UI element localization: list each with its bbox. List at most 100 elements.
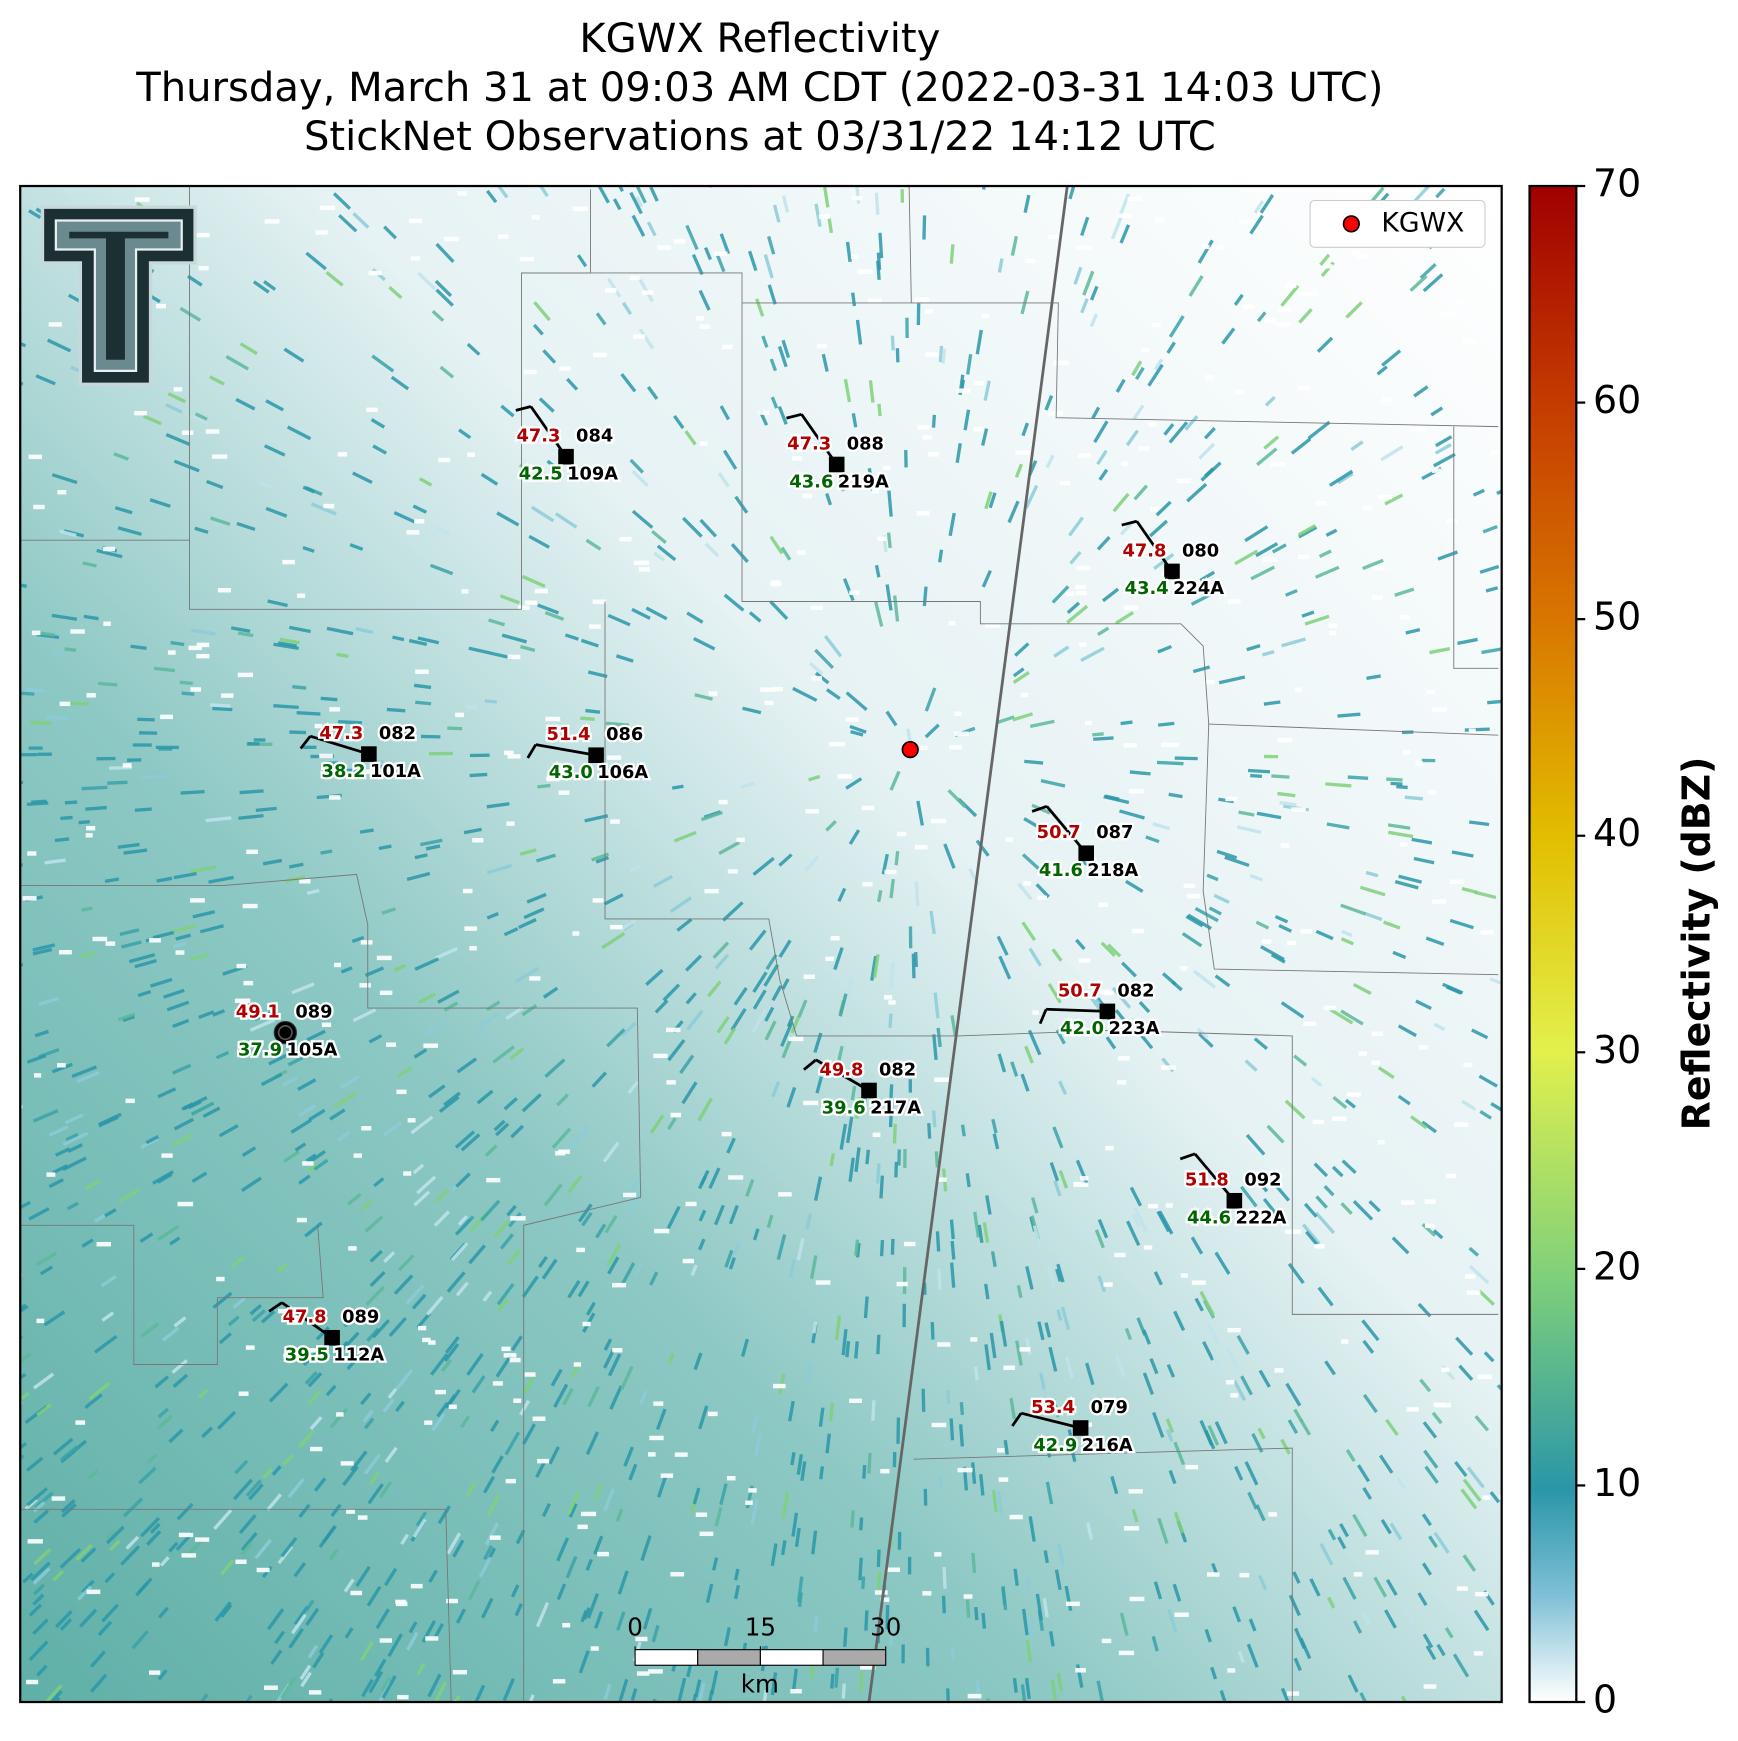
echo [387, 1387, 398, 1399]
echo [97, 681, 118, 687]
echo [45, 1684, 63, 1703]
echo [28, 209, 42, 220]
echo [1155, 500, 1172, 517]
echo-gap [366, 407, 378, 413]
echo [1185, 914, 1204, 928]
echo [1259, 193, 1275, 214]
echo [294, 1142, 307, 1152]
echo [492, 1045, 515, 1064]
station-id: 112A [333, 1345, 384, 1366]
echo [715, 253, 726, 273]
echo [286, 425, 312, 441]
echo [975, 329, 983, 355]
echo [289, 625, 311, 634]
echo-gap [803, 1100, 819, 1106]
echo [32, 1567, 51, 1585]
echo [1044, 395, 1054, 411]
echo [1304, 614, 1330, 626]
echo [1425, 1645, 1437, 1661]
echo [935, 1231, 941, 1252]
echo [1292, 1571, 1301, 1584]
echo [1207, 1424, 1220, 1446]
echo-gap [649, 1435, 664, 1441]
echo [290, 1613, 307, 1635]
echo-gap [922, 435, 932, 440]
echo-gap [415, 669, 429, 674]
wind-direction: 088 [847, 433, 884, 454]
echo [1165, 1428, 1174, 1443]
echo [332, 192, 352, 210]
echo [541, 1502, 551, 1517]
echo [437, 1505, 451, 1525]
echo [694, 693, 713, 701]
echo [170, 640, 185, 647]
echo-gap [455, 712, 464, 718]
echo-gap [1297, 291, 1310, 297]
echo [484, 699, 498, 704]
echo [586, 1593, 599, 1619]
echo [777, 345, 788, 368]
echo [616, 1611, 626, 1631]
echo [1256, 311, 1267, 323]
temperature: 49.8 [819, 1059, 863, 1080]
echo [240, 1531, 258, 1551]
echo [714, 1204, 725, 1226]
colorbar-label: Reflectivity (dBZ) [1674, 757, 1718, 1131]
echo-gap [198, 265, 209, 271]
echo [1369, 186, 1385, 204]
echo-gap [462, 888, 473, 894]
echo-gap [973, 426, 984, 432]
echo [519, 848, 537, 856]
echo [1473, 1609, 1490, 1632]
echo [829, 1153, 836, 1167]
echo-gap [310, 1446, 323, 1452]
echo [1253, 200, 1265, 214]
echo [859, 1517, 864, 1531]
echo [1199, 570, 1216, 582]
echo-gap [1328, 623, 1338, 628]
echo-gap [1132, 928, 1145, 934]
echo [406, 871, 431, 882]
echo [1234, 1465, 1244, 1481]
echo [606, 277, 622, 298]
echo [299, 1664, 312, 1681]
echo-gap [1148, 1203, 1159, 1209]
echo [298, 1503, 311, 1518]
station-id: 223A [1108, 1018, 1159, 1039]
echo-gap [1353, 1572, 1363, 1577]
echo [168, 1541, 179, 1553]
echo [263, 444, 286, 457]
echo [718, 840, 741, 856]
echo [478, 1556, 492, 1578]
echo [434, 1188, 450, 1203]
echo-gap [874, 1590, 888, 1595]
echo [698, 1209, 707, 1222]
echo [1100, 941, 1116, 957]
echo [684, 430, 697, 446]
echo [410, 1115, 434, 1135]
echo [1049, 1631, 1055, 1647]
echo [85, 805, 107, 811]
echo [959, 1402, 965, 1415]
echo [1152, 1411, 1165, 1438]
echo [540, 1700, 550, 1703]
echo [861, 1576, 866, 1590]
dewpoint: 42.9 [1033, 1435, 1077, 1456]
echo [627, 1080, 640, 1095]
echo-gap [748, 1488, 757, 1493]
echo [1240, 1375, 1253, 1396]
echo [770, 396, 779, 409]
echo [533, 301, 551, 322]
echo [368, 1471, 380, 1486]
echo [868, 380, 875, 403]
echo-gap [815, 1280, 831, 1285]
echo-gap [299, 879, 311, 884]
echo [382, 1398, 395, 1413]
echo [469, 772, 488, 778]
echo [1397, 1094, 1411, 1106]
echo [595, 1223, 607, 1239]
echo [1052, 1399, 1060, 1418]
echo [1323, 1185, 1335, 1197]
echo-gap [1235, 389, 1244, 395]
echo-gap [282, 559, 295, 565]
